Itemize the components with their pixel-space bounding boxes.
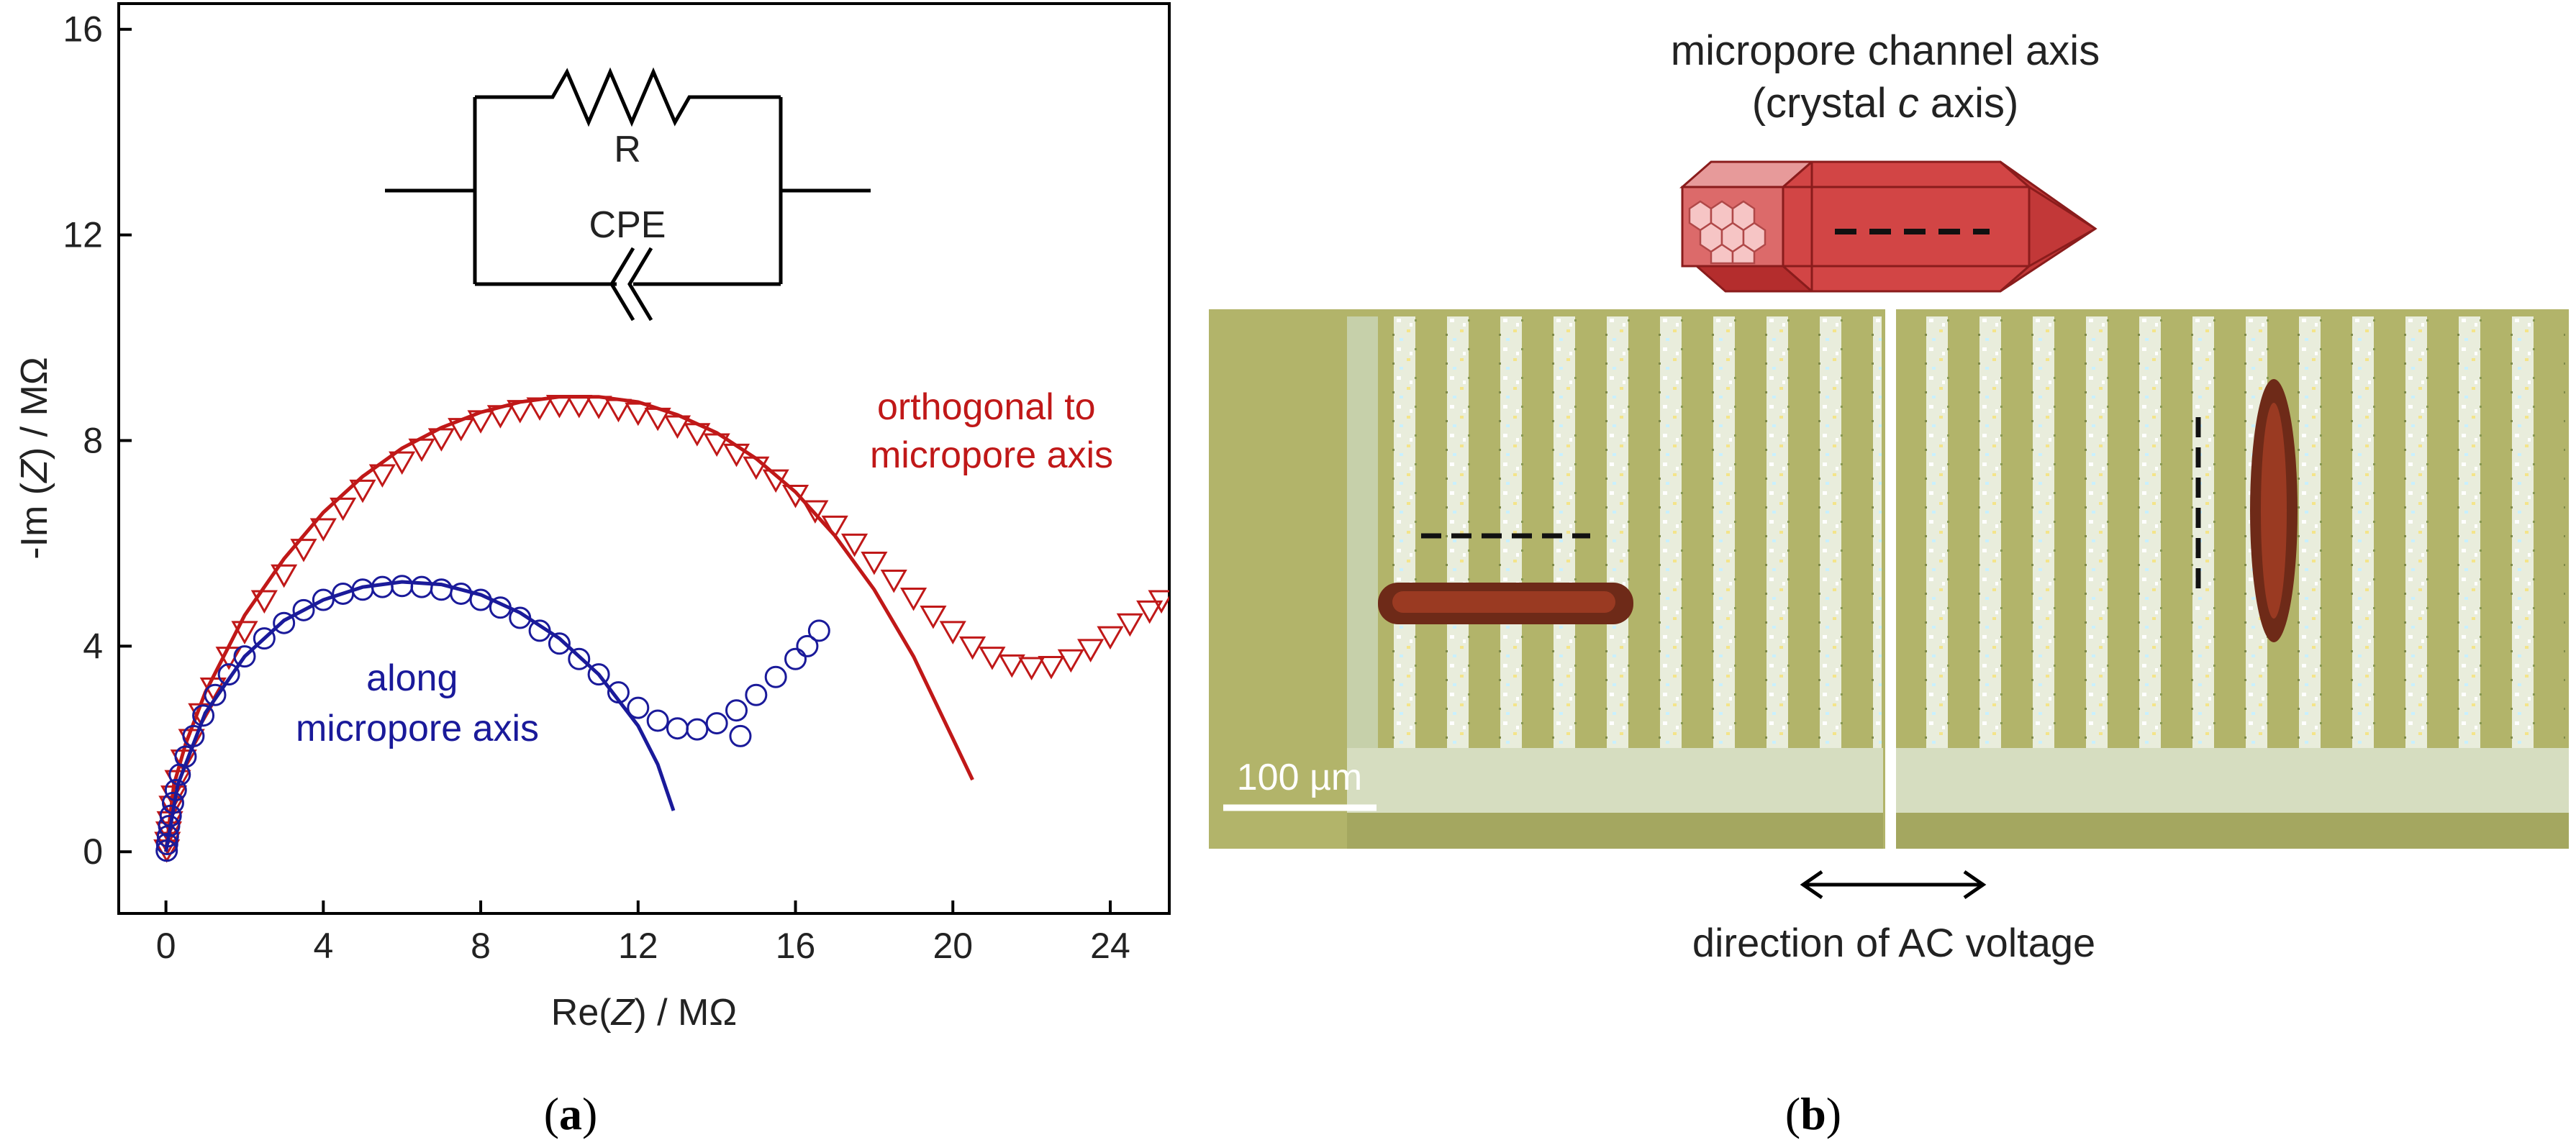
resistor-symbol bbox=[475, 67, 781, 127]
data-point-orthogonal bbox=[271, 564, 298, 588]
pore-bundle bbox=[1688, 200, 1767, 265]
data-point-orthogonal bbox=[899, 587, 928, 611]
data-point-orthogonal bbox=[880, 569, 907, 593]
data-point-along bbox=[548, 632, 571, 655]
data-point-orthogonal bbox=[920, 605, 947, 629]
data-point-along bbox=[312, 588, 335, 611]
y-tick-label: 12 bbox=[63, 215, 103, 255]
x-tick-label: 8 bbox=[471, 926, 491, 966]
x-tick-label: 4 bbox=[313, 926, 333, 966]
data-point-along bbox=[391, 575, 414, 598]
y-ticks: 0 4 8 12 16 bbox=[63, 9, 132, 872]
y-tick-label: 8 bbox=[83, 420, 103, 460]
data-point-along bbox=[666, 717, 689, 740]
data-point-along bbox=[646, 709, 669, 732]
data-point-along bbox=[764, 665, 787, 688]
data-point-orthogonal bbox=[979, 647, 1006, 670]
data-point-orthogonal bbox=[998, 654, 1025, 678]
y-axis-label: -Im (Z) / MΩ bbox=[14, 357, 55, 559]
data-point-orthogonal bbox=[330, 497, 357, 521]
data-point-along bbox=[729, 724, 752, 747]
nyquist-chart: 0 4 8 12 16 20 24 0 4 8 12 16 Re(Z) / MΩ -Im (Z) /… bbox=[14, 2, 1171, 1034]
x-ticks: 0 4 8 12 16 20 24 bbox=[156, 900, 1130, 966]
y-tick-label: 0 bbox=[83, 831, 103, 872]
data-point-orthogonal bbox=[309, 518, 337, 542]
cpe-label: CPE bbox=[589, 204, 666, 246]
data-point-along bbox=[253, 627, 276, 650]
y-tick-label: 16 bbox=[63, 9, 103, 50]
plot-frame bbox=[117, 2, 1171, 915]
x-axis-label: Re(Z) / MΩ bbox=[551, 992, 737, 1034]
channel-axis-title-line2: (crystal c axis) bbox=[1752, 80, 2019, 127]
data-point-along bbox=[233, 645, 256, 668]
data-point-along bbox=[155, 833, 178, 856]
data-point-orthogonal bbox=[349, 479, 376, 503]
data-point-orthogonal bbox=[368, 464, 396, 488]
data-point-along bbox=[204, 683, 227, 706]
data-point-along bbox=[784, 647, 807, 670]
data-point-orthogonal bbox=[1077, 639, 1105, 662]
equivalent-circuit bbox=[385, 67, 871, 322]
y-tick-label: 4 bbox=[83, 626, 103, 666]
data-point-orthogonal bbox=[389, 451, 416, 475]
ac-direction-arrow bbox=[1800, 870, 1987, 900]
data-point-orthogonal bbox=[290, 539, 317, 562]
data-point-orthogonal bbox=[939, 621, 966, 644]
data-point-orthogonal bbox=[802, 500, 829, 524]
micrograph-right bbox=[1896, 309, 2569, 849]
data-point-orthogonal bbox=[1116, 613, 1143, 637]
data-point-orthogonal bbox=[1148, 590, 1169, 614]
data-point-orthogonal bbox=[1136, 600, 1164, 624]
crystal-schematic bbox=[1679, 160, 2097, 293]
data-point-along bbox=[292, 598, 315, 621]
x-tick-label: 16 bbox=[776, 926, 816, 966]
data-point-orthogonal bbox=[959, 636, 987, 660]
panel-a-label: (a) bbox=[544, 1088, 598, 1139]
data-point-along bbox=[807, 619, 830, 642]
series-orthogonal bbox=[153, 394, 1169, 863]
crystal-horizontal bbox=[1378, 583, 1633, 624]
resistor-label: R bbox=[614, 129, 641, 170]
data-point-along bbox=[568, 647, 591, 670]
data-point-orthogonal bbox=[1038, 656, 1065, 680]
data-point-orthogonal bbox=[250, 590, 278, 614]
direction-label: direction of AC voltage bbox=[1692, 920, 2095, 965]
channel-axis-title-line1: micropore channel axis bbox=[1671, 27, 2100, 74]
data-point-along bbox=[725, 699, 748, 722]
data-point-along bbox=[745, 683, 768, 706]
data-point-along bbox=[796, 634, 819, 657]
series-label-along: along micropore axis bbox=[296, 657, 539, 749]
panel-b-label: (b) bbox=[1785, 1088, 1841, 1139]
cpe-symbol bbox=[609, 247, 635, 322]
data-point-along bbox=[587, 663, 610, 686]
fit-curve-orthogonal bbox=[164, 395, 974, 852]
micrograph-left: 100 µm bbox=[1209, 309, 1885, 849]
data-point-along bbox=[410, 575, 433, 598]
data-point-along bbox=[686, 718, 709, 741]
data-point-along bbox=[217, 663, 240, 686]
data-point-orthogonal bbox=[861, 551, 888, 575]
data-point-along bbox=[705, 712, 728, 735]
scale-bar-label: 100 µm bbox=[1237, 757, 1362, 798]
series-along bbox=[155, 575, 830, 862]
data-point-orthogonal bbox=[625, 402, 652, 427]
x-tick-label: 0 bbox=[156, 926, 176, 966]
fit-curve-along bbox=[164, 580, 676, 852]
data-point-along bbox=[273, 611, 296, 634]
series-label-orthogonal: orthogonal to micropore axis bbox=[870, 386, 1113, 476]
x-tick-label: 12 bbox=[618, 926, 658, 966]
data-point-orthogonal bbox=[1057, 649, 1084, 673]
data-point-orthogonal bbox=[1018, 657, 1046, 680]
data-point-along bbox=[627, 696, 650, 719]
data-point-orthogonal bbox=[231, 621, 258, 644]
data-point-orthogonal bbox=[1097, 626, 1124, 650]
data-point-along bbox=[192, 704, 215, 727]
data-point-orthogonal bbox=[840, 533, 869, 557]
crystal-vertical bbox=[2250, 379, 2298, 642]
x-tick-label: 24 bbox=[1090, 926, 1130, 966]
series-layer bbox=[153, 394, 1169, 863]
x-tick-label: 20 bbox=[933, 926, 973, 966]
